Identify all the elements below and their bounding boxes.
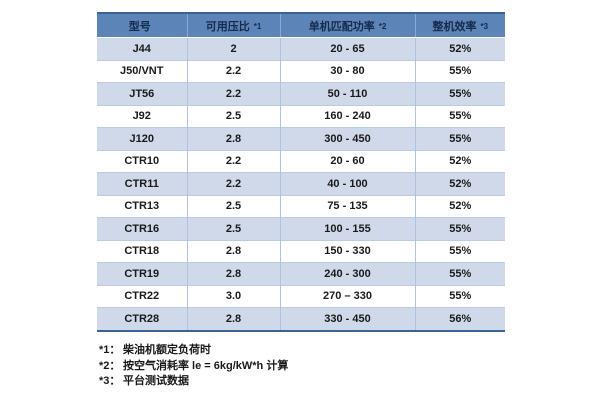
footnote-marker: *1： xyxy=(99,344,121,356)
footnote-text: 柴油机额定负荷时 xyxy=(123,344,211,356)
footnote-3: *3： 平台测试数据 xyxy=(99,374,288,390)
cell-pressure-ratio: 2.8 xyxy=(186,262,280,285)
cell-model: CTR16 xyxy=(124,222,160,235)
header-cell-pressure-ratio: 可用压比 *1 xyxy=(186,13,280,38)
header-cell-power-range: 单机匹配功率 *2 xyxy=(279,13,415,38)
turbocharger-spec-table: 型号 可用压比 *1 单机匹配功率 *2 整机效率 *3 J44 2 20 - 65 xyxy=(97,12,505,332)
cell-power-range: 75 - 135 xyxy=(279,195,415,218)
cell-model: CTR13 xyxy=(124,200,160,213)
cell-pressure-ratio: 2.5 xyxy=(186,105,280,128)
footnotes: *1： 柴油机额定负荷时 *2： 按空气消耗率 le = 6kg/kW*h 计算… xyxy=(99,343,288,390)
cell-model: J92 xyxy=(132,110,151,123)
cell-model: CTR22 xyxy=(124,290,160,303)
cell-power-range: 330 - 450 xyxy=(279,307,415,331)
cell-power-range: 300 - 450 xyxy=(279,127,415,150)
cell-efficiency: 55% xyxy=(414,285,505,308)
cell-pressure-ratio: 3.0 xyxy=(186,285,280,308)
footnote-1: *1： 柴油机额定负荷时 xyxy=(99,343,288,359)
cell-model: CTR19 xyxy=(124,267,160,280)
cell-power-range: 20 - 60 xyxy=(279,150,415,173)
table-row: J120 2.8 300 - 450 55% xyxy=(97,127,505,150)
cell-model: CTR28 xyxy=(124,312,160,325)
cell-efficiency: 55% xyxy=(414,262,505,285)
table-body: J44 2 20 - 65 52% J50/VNT 2.2 30 - 80 55… xyxy=(97,37,505,331)
cell-efficiency: 55% xyxy=(414,82,505,105)
table-row: CTR11 2.2 40 - 100 52% xyxy=(97,172,505,195)
cell-model: CTR10 xyxy=(124,155,160,168)
cell-pressure-ratio: 2.2 xyxy=(186,172,280,195)
header-label: 单机匹配功率 xyxy=(308,20,375,33)
header-cell-efficiency: 整机效率 *3 xyxy=(414,13,505,38)
cell-power-range: 160 - 240 xyxy=(279,105,415,128)
cell-model: J50/VNT xyxy=(120,65,164,78)
table-row: CTR28 2.8 330 - 450 56% xyxy=(97,307,505,331)
cell-model: JT56 xyxy=(129,87,155,100)
cell-pressure-ratio: 2 xyxy=(186,37,280,60)
table-row: CTR22 3.0 270 – 330 55% xyxy=(97,285,505,308)
cell-power-range: 40 - 100 xyxy=(279,172,415,195)
table-row: CTR13 2.5 75 - 135 52% xyxy=(97,195,505,218)
cell-pressure-ratio: 2.2 xyxy=(186,60,280,83)
cell-model: J44 xyxy=(132,42,151,55)
table-row: J92 2.5 160 - 240 55% xyxy=(97,105,505,128)
header-label: 型号 xyxy=(128,20,151,33)
header-footnote-ref: *2 xyxy=(378,21,387,31)
table-header-row: 型号 可用压比 *1 单机匹配功率 *2 整机效率 *3 xyxy=(97,13,505,38)
cell-efficiency: 55% xyxy=(414,60,505,83)
table-row: CTR19 2.8 240 - 300 55% xyxy=(97,262,505,285)
footnote-marker: *2： xyxy=(99,359,121,372)
cell-efficiency: 52% xyxy=(414,195,505,218)
header-label: 可用压比 xyxy=(205,20,250,33)
cell-pressure-ratio: 2.8 xyxy=(186,307,280,331)
header-footnote-ref: *3 xyxy=(480,21,489,31)
cell-pressure-ratio: 2.5 xyxy=(186,195,280,218)
cell-model: J120 xyxy=(129,132,154,145)
cell-efficiency: 55% xyxy=(414,240,505,263)
table-row: CTR16 2.5 100 - 155 55% xyxy=(97,217,505,240)
footnote-marker: *3： xyxy=(99,375,121,387)
table-header: 型号 可用压比 *1 单机匹配功率 *2 整机效率 *3 xyxy=(97,13,505,38)
cell-efficiency: 52% xyxy=(414,172,505,195)
table-row: CTR10 2.2 20 - 60 52% xyxy=(97,150,505,173)
table-row: J44 2 20 - 65 52% xyxy=(97,37,505,60)
cell-power-range: 100 - 155 xyxy=(279,217,415,240)
cell-efficiency: 56% xyxy=(414,307,505,331)
cell-efficiency: 52% xyxy=(414,150,505,173)
cell-power-range: 270 – 330 xyxy=(279,285,415,308)
footnote-2: *2： 按空气消耗率 le = 6kg/kW*h 计算 xyxy=(99,359,288,375)
spec-table-container: 型号 可用压比 *1 单机匹配功率 *2 整机效率 *3 J44 2 20 - 65 xyxy=(97,12,505,332)
footnote-text: 平台测试数据 xyxy=(123,375,189,387)
cell-efficiency: 55% xyxy=(414,217,505,240)
cell-efficiency: 55% xyxy=(414,127,505,150)
table-row: CTR18 2.8 150 - 330 55% xyxy=(97,240,505,263)
cell-pressure-ratio: 2.8 xyxy=(186,240,280,263)
cell-model: CTR11 xyxy=(124,177,159,190)
header-footnote-ref: *1 xyxy=(253,21,262,31)
cell-power-range: 150 - 330 xyxy=(279,240,415,263)
footnote-text: 按空气消耗率 le = 6kg/kW*h 计算 xyxy=(123,359,289,372)
cell-power-range: 240 - 300 xyxy=(279,262,415,285)
cell-power-range: 20 - 65 xyxy=(279,37,415,60)
cell-pressure-ratio: 2.2 xyxy=(186,82,280,105)
cell-power-range: 30 - 80 xyxy=(279,60,415,83)
table-row: J50/VNT 2.2 30 - 80 55% xyxy=(97,60,505,83)
cell-efficiency: 52% xyxy=(414,37,505,60)
cell-pressure-ratio: 2.8 xyxy=(186,127,280,150)
header-label: 整机效率 xyxy=(432,20,477,33)
cell-pressure-ratio: 2.5 xyxy=(186,217,280,240)
cell-power-range: 50 - 110 xyxy=(279,82,415,105)
cell-model: CTR18 xyxy=(124,245,160,258)
cell-efficiency: 55% xyxy=(414,105,505,128)
cell-pressure-ratio: 2.2 xyxy=(186,150,280,173)
table-row: JT56 2.2 50 - 110 55% xyxy=(97,82,505,105)
header-cell-model: 型号 xyxy=(97,13,187,38)
